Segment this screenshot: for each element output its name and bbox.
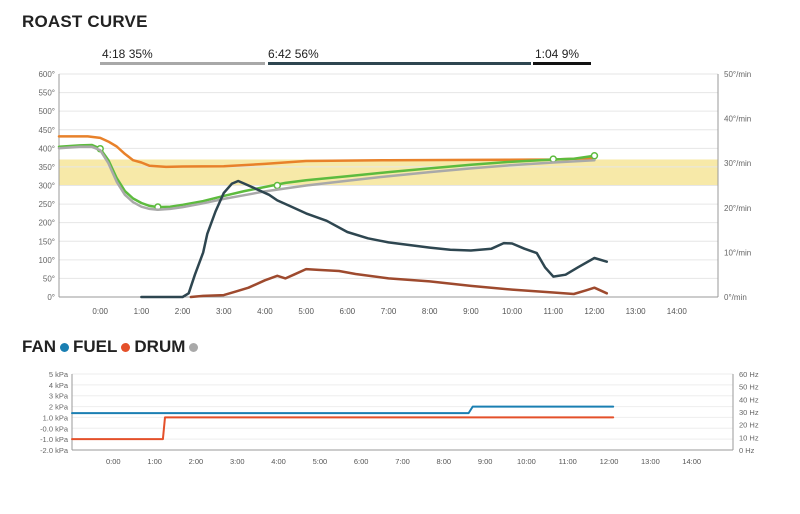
y-tick-left: 5 kPa (49, 370, 69, 379)
x-tick: 5:00 (313, 457, 328, 466)
x-tick: 14:00 (682, 457, 701, 466)
y-tick-left: 150° (38, 237, 55, 246)
x-tick: 6:00 (354, 457, 369, 466)
series-brown-line (189, 267, 609, 299)
series-green-marker (590, 152, 599, 160)
x-tick: 1:00 (147, 457, 162, 466)
y-tick-right: 0°/min (724, 293, 747, 302)
legend-fan: FAN (22, 337, 69, 357)
y-tick-right: 20°/min (724, 204, 751, 213)
x-tick: 10:00 (517, 457, 536, 466)
y-tick-right: 0 Hz (739, 446, 755, 455)
y-tick-right: 10 Hz (739, 433, 759, 442)
y-tick-right: 50°/min (724, 70, 751, 79)
x-tick: 4:00 (257, 307, 273, 316)
x-tick: 9:00 (463, 307, 479, 316)
x-tick: 8:00 (422, 307, 438, 316)
x-tick: 12:00 (600, 457, 619, 466)
y-tick-left: 600° (38, 70, 55, 79)
x-tick: 9:00 (478, 457, 493, 466)
x-tick: 14:00 (667, 307, 688, 316)
y-tick-left: 350° (38, 163, 55, 172)
y-tick-left: -0.0 kPa (40, 424, 69, 433)
x-tick: 7:00 (395, 457, 410, 466)
y-tick-right: 40 Hz (739, 395, 759, 404)
page-title: ROAST CURVE (22, 12, 148, 31)
y-tick-left: 50° (43, 274, 55, 283)
y-tick-right: 50 Hz (739, 383, 759, 392)
y-tick-right: 10°/min (724, 248, 751, 257)
series-gray-line (57, 145, 596, 211)
series-dark-line (140, 179, 609, 299)
x-tick: 11:00 (544, 307, 564, 316)
x-tick: 1:00 (134, 307, 150, 316)
x-tick: 11:00 (559, 457, 577, 466)
phase-drying-bar (100, 62, 265, 65)
y-tick-left: 550° (38, 89, 55, 98)
phase-drying-label: 4:18 35% (102, 47, 153, 61)
legend-drum-label: DRUM (134, 337, 186, 356)
series-orange-line (57, 135, 596, 169)
y-tick-left: 2 kPa (49, 403, 69, 412)
phase-maillard-bar (268, 62, 531, 65)
y-tick-right: 40°/min (724, 115, 751, 124)
y-tick-left: 3 kPa (49, 392, 69, 401)
x-tick: 3:00 (230, 457, 245, 466)
y-tick-left: 200° (38, 219, 55, 228)
series-green-line (57, 143, 596, 209)
y-tick-right: 30°/min (724, 159, 751, 168)
phase-development-bar (533, 62, 591, 65)
y-tick-left: 0° (47, 293, 55, 302)
legend-drum-dot (189, 342, 199, 352)
y-tick-left: -1.0 kPa (40, 435, 69, 444)
y-tick-left: 300° (38, 182, 55, 191)
x-tick: 2:00 (189, 457, 204, 466)
phase-maillard-label: 6:42 56% (268, 47, 319, 61)
legend-fuel-label: FUEL (73, 337, 118, 356)
x-tick: 13:00 (626, 307, 647, 316)
x-tick: 4:00 (271, 457, 286, 466)
legend-fan-label: FAN (22, 337, 56, 356)
x-tick: 13:00 (641, 457, 660, 466)
series-green-marker (273, 181, 282, 190)
y-tick-right: 30 Hz (739, 408, 759, 417)
y-tick-left: 450° (38, 126, 55, 135)
y-tick-left: 4 kPa (49, 381, 69, 390)
legend-fan-dot (60, 342, 69, 352)
y-tick-left: 1.0 kPa (43, 413, 69, 422)
x-tick: 0:00 (92, 307, 108, 316)
y-tick-left: -2.0 kPa (40, 446, 69, 455)
x-tick: 5:00 (298, 307, 314, 316)
roast-curve-chart: 0° 50° 100° 150° 200° 250° 300° 350° 400° 450° 500… (38, 70, 751, 316)
y-tick-left: 250° (38, 200, 55, 209)
y-tick-right: 20 Hz (739, 421, 759, 430)
series-FAN-line (71, 405, 615, 415)
y-tick-left: 100° (38, 256, 55, 265)
x-tick: 12:00 (584, 307, 605, 316)
chart-legend: FAN FUEL DRUM (22, 337, 202, 357)
x-tick: 0:00 (106, 457, 121, 466)
y-tick-left: 400° (38, 144, 55, 153)
y-tick-left: 500° (38, 107, 55, 116)
x-tick: 3:00 (216, 307, 232, 316)
x-tick: 6:00 (340, 307, 356, 316)
legend-drum: DRUM (134, 337, 199, 357)
legend-fuel: FUEL (73, 337, 131, 357)
x-tick: 10:00 (502, 307, 523, 316)
y-tick-right: 60 Hz (739, 370, 759, 379)
series-FUEL-line (71, 416, 615, 441)
phase-development-label: 1:04 9% (535, 47, 580, 61)
x-tick: 7:00 (381, 307, 397, 316)
x-tick: 8:00 (437, 457, 452, 466)
x-tick: 2:00 (175, 307, 191, 316)
legend-fuel-dot (121, 342, 131, 352)
